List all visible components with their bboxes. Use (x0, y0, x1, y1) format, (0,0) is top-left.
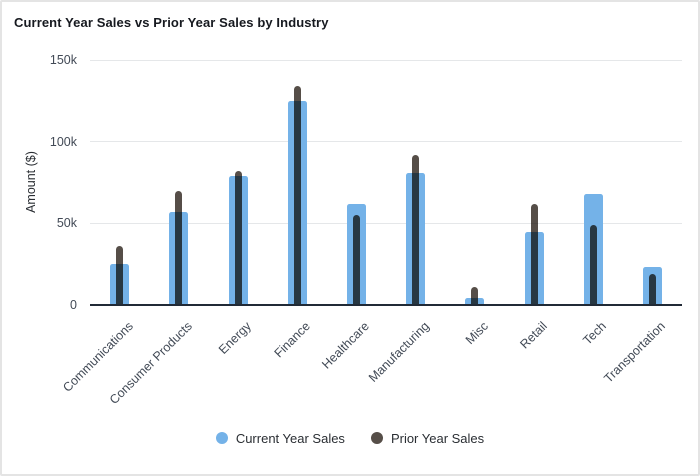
y-tick-label: 100k (49, 134, 77, 149)
gridline (90, 222, 682, 224)
legend-dot-icon (215, 432, 228, 444)
bar-prior-communications[interactable] (116, 246, 124, 305)
legend-label-prior: Prior Year Sales (390, 430, 485, 446)
legend-dot-icon (370, 432, 383, 444)
y-axis-title: Amount ($) (24, 151, 38, 213)
bar-prior-retail[interactable] (530, 203, 538, 305)
bar-prior-energy[interactable] (234, 171, 242, 305)
x-axis-line (90, 303, 682, 306)
bar-prior-misc[interactable] (471, 287, 479, 305)
bar-prior-transportation[interactable] (648, 273, 656, 305)
legend-item-current-year-sales[interactable]: Current Year Sales (215, 430, 345, 446)
bar-prior-tech[interactable] (589, 224, 597, 305)
plot-area: 0 50k 100k 150k Communications Consumer Produ… (50, 53, 682, 407)
bar-prior-manufacturing[interactable] (412, 154, 420, 305)
bar-prior-consumer-products[interactable] (175, 190, 183, 305)
legend-label-current: Current Year Sales (235, 430, 345, 446)
legend-item-prior-year-sales[interactable]: Prior Year Sales (370, 430, 485, 446)
y-tick-label: 0 (70, 298, 77, 312)
y-tick-label: 50k (56, 216, 77, 231)
y-tick-label: 150k (49, 53, 77, 67)
legend: Current Year Sales Prior Year Sales (2, 426, 698, 450)
gridline (90, 59, 682, 61)
bar-prior-healthcare[interactable] (352, 215, 360, 305)
bar-prior-finance[interactable] (293, 86, 301, 305)
gridline (90, 141, 682, 143)
chart-title: Current Year Sales vs Prior Year Sales b… (14, 15, 329, 30)
